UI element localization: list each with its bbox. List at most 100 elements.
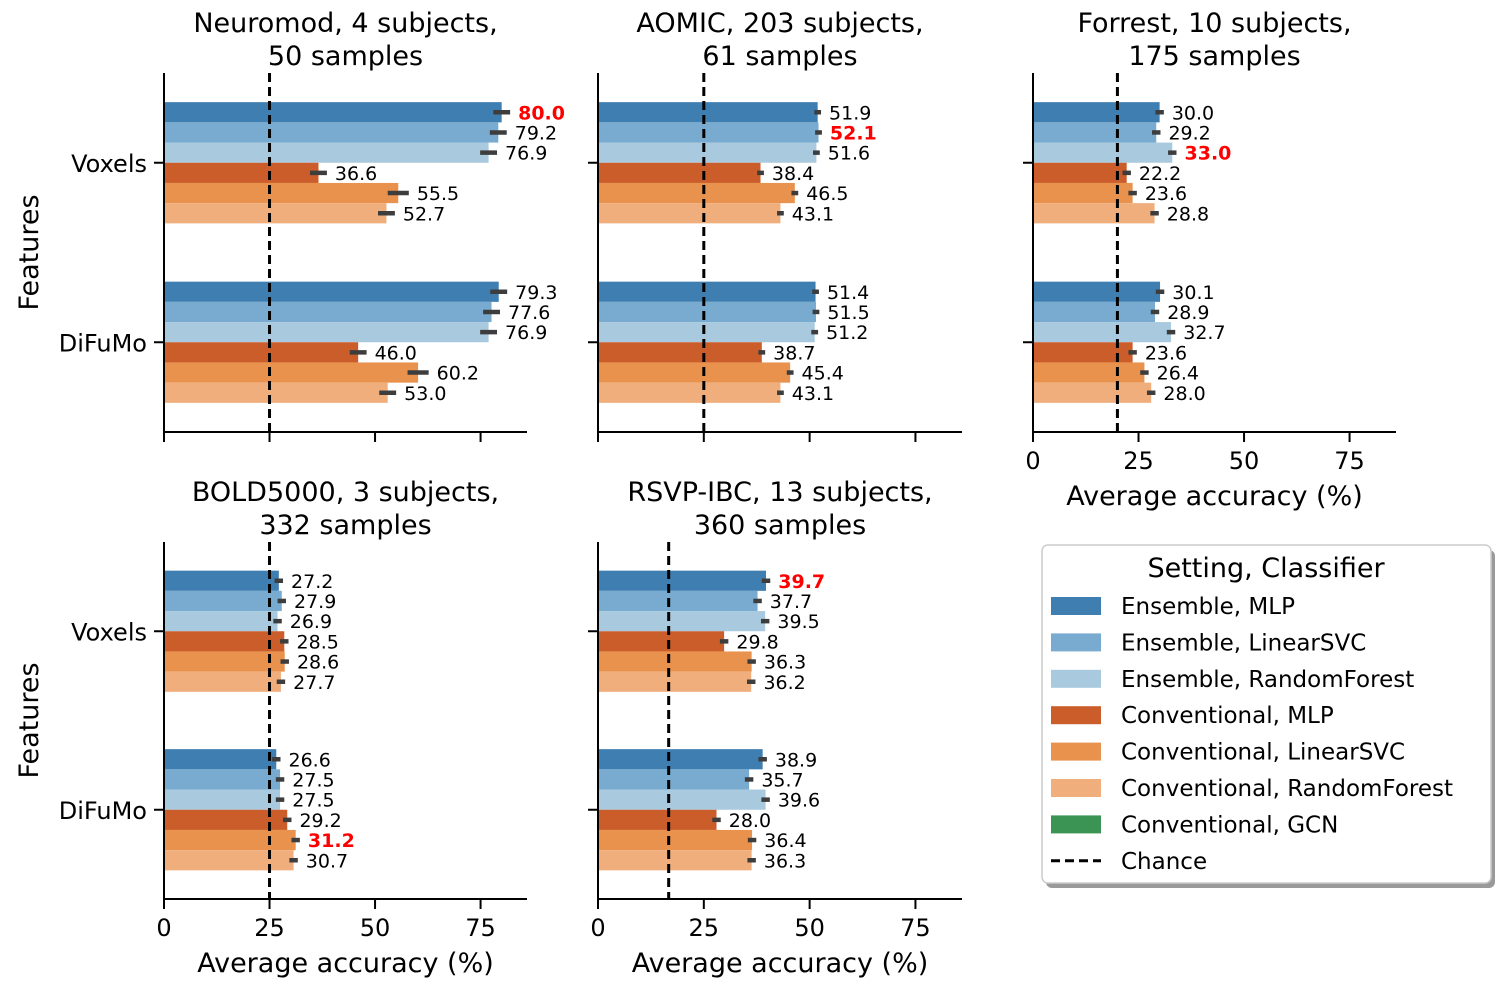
panel-title-line2: 50 samples bbox=[268, 41, 423, 72]
bar-difumo-ensemble-mlp bbox=[598, 749, 763, 770]
bar-difumo-conventional-linearsvc bbox=[164, 362, 419, 383]
value-label: 43.1 bbox=[792, 383, 834, 405]
x-tick-label: 50 bbox=[360, 914, 391, 942]
bar-voxels-ensemble-randomforest bbox=[598, 142, 817, 163]
value-label: 51.2 bbox=[826, 322, 868, 344]
value-label: 51.6 bbox=[828, 143, 870, 165]
legend-swatch bbox=[1051, 669, 1101, 688]
value-label: 26.9 bbox=[290, 611, 332, 633]
panel-title-line2: 360 samples bbox=[694, 510, 866, 541]
legend-entry-ensemble-randomforest: Ensemble, RandomForest bbox=[1051, 667, 1414, 693]
value-label: 38.4 bbox=[772, 163, 814, 185]
legend-entry-conventional-linearsvc: Conventional, LinearSVC bbox=[1051, 740, 1405, 766]
value-label: 38.9 bbox=[775, 749, 817, 771]
x-tick-label: 75 bbox=[900, 914, 931, 942]
bar-voxels-ensemble-randomforest bbox=[1033, 142, 1173, 163]
bar-voxels-conventional-linearsvc bbox=[598, 182, 795, 204]
value-label: 22.2 bbox=[1139, 163, 1181, 185]
value-label: 38.7 bbox=[773, 342, 815, 364]
bar-voxels-conventional-mlp bbox=[164, 631, 285, 652]
panel-title-line1: AOMIC, 203 subjects, bbox=[636, 8, 923, 39]
value-label: 27.5 bbox=[292, 769, 334, 791]
panel-aomic-203-subjects: AOMIC, 203 subjects,61 samples51.952.151… bbox=[588, 8, 962, 442]
legend-swatch bbox=[1051, 742, 1101, 761]
bar-difumo-conventional-linearsvc bbox=[164, 829, 296, 851]
bar-difumo-ensemble-linearsvc bbox=[164, 301, 492, 323]
y-tick-label-difumo: DiFuMo bbox=[59, 797, 147, 825]
legend-entry-chance: Chance bbox=[1051, 849, 1207, 875]
bar-voxels-conventional-mlp bbox=[598, 631, 725, 652]
value-label: 26.4 bbox=[1157, 363, 1199, 385]
value-label: 36.3 bbox=[764, 850, 806, 872]
value-label: 46.5 bbox=[806, 183, 848, 205]
bar-difumo-conventional-linearsvc bbox=[598, 829, 753, 851]
bar-voxels-ensemble-mlp bbox=[598, 570, 767, 591]
legend-swatch bbox=[1051, 597, 1101, 615]
value-label: 36.6 bbox=[335, 163, 377, 185]
legend-label: Conventional, MLP bbox=[1121, 703, 1334, 729]
x-tick-label: 25 bbox=[689, 914, 720, 942]
value-label: 28.8 bbox=[1167, 203, 1209, 225]
bar-voxels-conventional-randomforest bbox=[164, 203, 387, 224]
value-label: 26.6 bbox=[288, 749, 330, 771]
bar-difumo-conventional-randomforest bbox=[598, 850, 752, 871]
bar-voxels-ensemble-linearsvc bbox=[1033, 122, 1157, 143]
value-label: 29.2 bbox=[299, 810, 341, 832]
value-label: 37.7 bbox=[770, 591, 812, 613]
legend-swatch bbox=[1051, 633, 1101, 652]
legend-entry-conventional-mlp: Conventional, MLP bbox=[1051, 703, 1334, 729]
panel-title-line1: Forrest, 10 subjects, bbox=[1077, 8, 1351, 39]
value-label: 77.6 bbox=[508, 302, 550, 324]
value-label: 28.0 bbox=[1163, 383, 1205, 405]
panel-forrest-10-subjects: Forrest, 10 subjects,175 samples 30.029.2… bbox=[1023, 8, 1396, 512]
value-label: 45.4 bbox=[802, 363, 844, 385]
legend-entry-conventional-randomforest: Conventional, RandomForest bbox=[1051, 776, 1453, 802]
legend-title: Setting, Classifier bbox=[1147, 553, 1385, 584]
bar-difumo-ensemble-randomforest bbox=[164, 322, 489, 343]
bar-difumo-conventional-mlp bbox=[164, 342, 359, 363]
bar-difumo-conventional-mlp bbox=[1033, 342, 1133, 363]
value-label: 43.1 bbox=[792, 203, 834, 225]
value-label: 79.2 bbox=[515, 122, 557, 144]
legend-swatch bbox=[1051, 779, 1101, 797]
value-label: 27.7 bbox=[293, 672, 335, 694]
x-axis-label: Average accuracy (%) bbox=[197, 948, 494, 979]
bar-difumo-conventional-linearsvc bbox=[598, 362, 791, 383]
value-label: 52.1 bbox=[830, 122, 877, 144]
bar-voxels-conventional-mlp bbox=[164, 162, 319, 183]
bar-voxels-conventional-randomforest bbox=[1033, 203, 1155, 224]
x-tick-label: 50 bbox=[1229, 447, 1260, 475]
legend-label: Conventional, GCN bbox=[1121, 812, 1338, 838]
y-axis-label: Features bbox=[14, 662, 45, 778]
value-label: 27.2 bbox=[291, 571, 333, 593]
value-label: 52.7 bbox=[403, 203, 445, 225]
bar-voxels-conventional-mlp bbox=[1033, 162, 1127, 183]
bar-voxels-conventional-randomforest bbox=[598, 671, 752, 692]
bar-voxels-conventional-mlp bbox=[598, 162, 761, 183]
bar-difumo-conventional-randomforest bbox=[598, 382, 781, 403]
x-tick-label: 50 bbox=[794, 914, 825, 942]
legend-entry-conventional-gcn: Conventional, GCN bbox=[1051, 812, 1338, 838]
bar-difumo-conventional-randomforest bbox=[164, 382, 388, 403]
value-label: 30.7 bbox=[306, 850, 348, 872]
value-label: 28.9 bbox=[1167, 302, 1209, 324]
legend-swatch bbox=[1051, 706, 1101, 725]
value-label: 23.6 bbox=[1145, 183, 1187, 205]
bar-voxels-conventional-linearsvc bbox=[164, 182, 399, 204]
panel-title-line1: Neuromod, 4 subjects, bbox=[193, 8, 497, 39]
value-label: 29.8 bbox=[736, 631, 778, 653]
bar-voxels-conventional-linearsvc bbox=[1033, 182, 1133, 204]
value-label: 27.5 bbox=[292, 790, 334, 812]
value-label: 28.0 bbox=[729, 810, 771, 832]
value-label: 39.5 bbox=[777, 611, 819, 633]
bar-voxels-conventional-linearsvc bbox=[598, 651, 752, 672]
bar-difumo-ensemble-randomforest bbox=[598, 789, 766, 810]
y-tick-label-voxels: Voxels bbox=[71, 150, 147, 178]
bar-voxels-ensemble-mlp bbox=[164, 102, 502, 123]
panel-rsvp-ibc-13-subjects: RSVP-IBC, 13 subjects,360 samples 39.737.… bbox=[588, 477, 962, 979]
legend-label: Chance bbox=[1121, 849, 1207, 875]
value-label: 79.3 bbox=[515, 282, 557, 304]
legend-label: Conventional, RandomForest bbox=[1121, 776, 1453, 802]
bar-voxels-ensemble-mlp bbox=[1033, 102, 1160, 123]
